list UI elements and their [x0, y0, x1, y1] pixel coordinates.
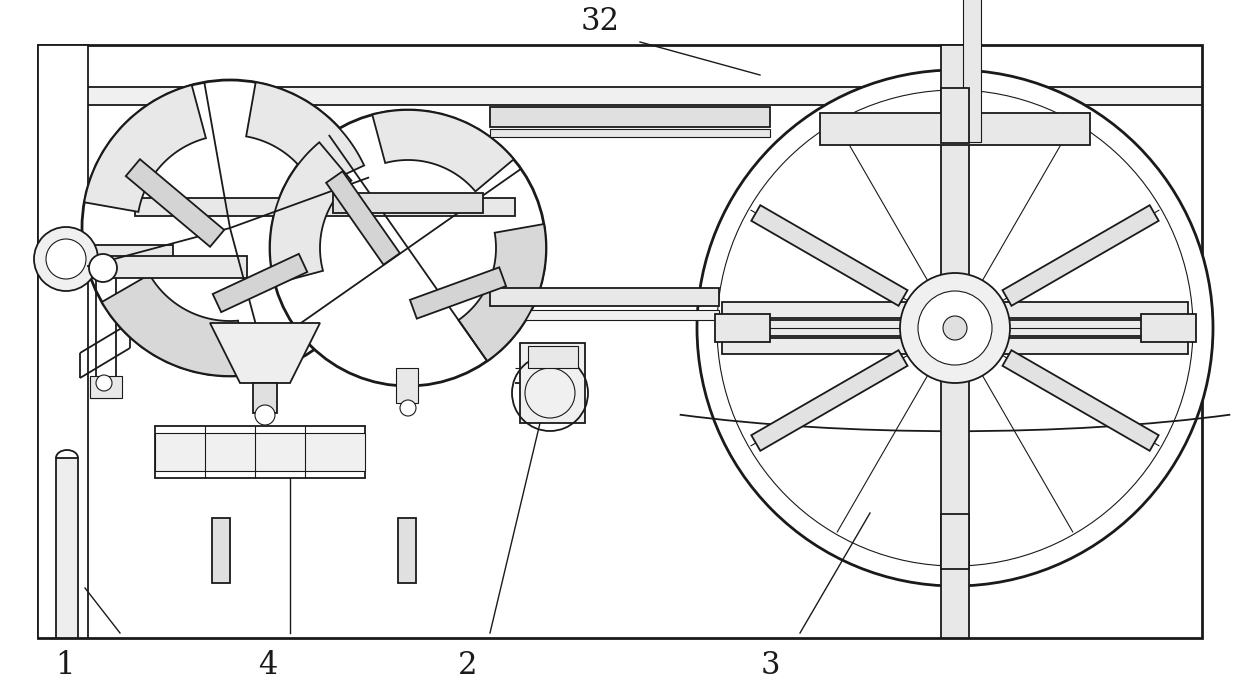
- Bar: [941, 45, 968, 638]
- Polygon shape: [102, 274, 243, 376]
- Circle shape: [697, 70, 1213, 586]
- Polygon shape: [125, 159, 224, 247]
- Bar: [91, 378, 118, 398]
- Circle shape: [900, 273, 1011, 383]
- Polygon shape: [210, 323, 320, 383]
- Bar: [490, 129, 770, 137]
- Circle shape: [46, 239, 86, 279]
- Text: 4: 4: [258, 649, 278, 681]
- Bar: [490, 107, 770, 127]
- Bar: [398, 518, 415, 583]
- Polygon shape: [751, 350, 908, 450]
- Bar: [820, 113, 1090, 145]
- Circle shape: [255, 405, 275, 425]
- Text: 32: 32: [580, 6, 620, 37]
- Polygon shape: [751, 205, 908, 306]
- Bar: [714, 314, 770, 342]
- Bar: [38, 87, 1202, 105]
- Polygon shape: [84, 85, 206, 212]
- Bar: [490, 288, 719, 306]
- Circle shape: [89, 254, 117, 282]
- Bar: [53, 245, 174, 273]
- Polygon shape: [946, 98, 963, 268]
- Bar: [963, 0, 981, 142]
- Bar: [91, 376, 122, 398]
- Bar: [212, 518, 229, 583]
- Bar: [155, 426, 365, 478]
- Circle shape: [82, 80, 378, 376]
- Circle shape: [33, 227, 98, 291]
- Bar: [253, 383, 277, 413]
- Bar: [38, 45, 88, 638]
- Polygon shape: [213, 254, 308, 312]
- Polygon shape: [247, 82, 365, 188]
- Bar: [520, 343, 585, 423]
- Circle shape: [942, 316, 967, 340]
- Polygon shape: [372, 110, 513, 191]
- Circle shape: [270, 110, 546, 386]
- Bar: [722, 320, 1188, 336]
- Polygon shape: [946, 388, 963, 558]
- Circle shape: [401, 400, 415, 416]
- Bar: [722, 302, 1188, 318]
- Polygon shape: [1002, 205, 1158, 306]
- Bar: [528, 346, 578, 368]
- Bar: [941, 514, 968, 568]
- Bar: [490, 310, 719, 320]
- Bar: [155, 433, 365, 471]
- Bar: [56, 458, 78, 638]
- Polygon shape: [1002, 350, 1158, 450]
- Text: 1: 1: [56, 649, 74, 681]
- Bar: [38, 45, 1202, 638]
- Circle shape: [95, 375, 112, 391]
- Bar: [334, 193, 484, 213]
- Bar: [941, 87, 968, 143]
- Text: 2: 2: [459, 649, 477, 681]
- Bar: [1141, 314, 1195, 342]
- Bar: [135, 198, 515, 216]
- Polygon shape: [326, 171, 399, 265]
- Bar: [82, 256, 247, 278]
- Polygon shape: [410, 267, 506, 319]
- Bar: [722, 338, 1188, 354]
- Text: 3: 3: [760, 649, 780, 681]
- Bar: [396, 368, 418, 403]
- Polygon shape: [270, 142, 351, 283]
- Polygon shape: [459, 224, 546, 361]
- Circle shape: [717, 90, 1193, 566]
- Circle shape: [918, 291, 992, 365]
